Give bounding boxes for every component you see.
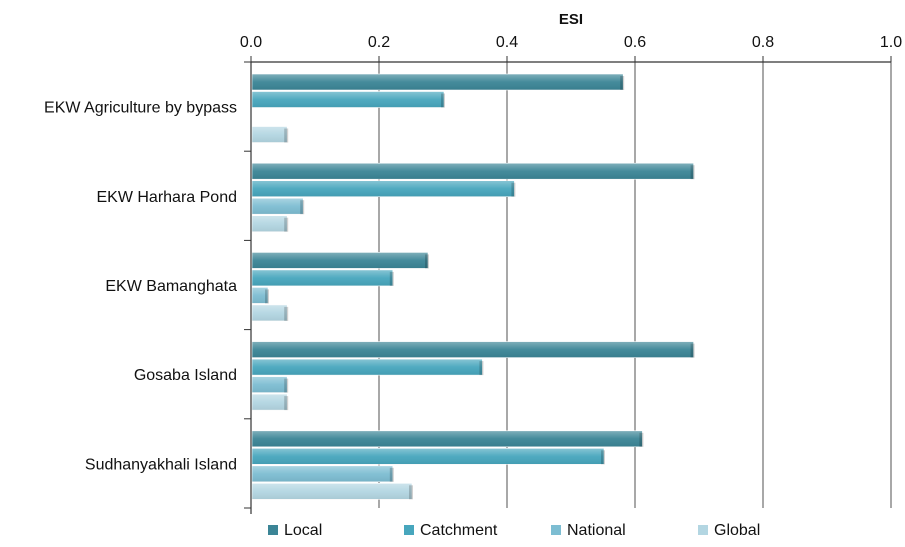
- x-tick-label: 0.4: [496, 34, 518, 51]
- bar-shadow-global-ekw-agriculture-by-bypass: [284, 128, 289, 143]
- bar-gloss-catchment-ekw-harhara-pond: [252, 180, 515, 197]
- chart-title: ESI: [559, 11, 583, 28]
- bar-gloss-national-ekw-bamanghata: [252, 287, 268, 304]
- bar-gloss-global-ekw-agriculture-by-bypass: [252, 126, 288, 143]
- bar-shadow-national-ekw-bamanghata: [265, 289, 269, 304]
- x-tick-label: 0.6: [624, 34, 646, 51]
- bar-gloss-local-ekw-agriculture-by-bypass: [252, 74, 624, 90]
- legend-swatch-catchment: [404, 525, 414, 535]
- bar-shadow-global-sudhanyakhali-island: [409, 485, 413, 500]
- category-labels: EKW Agriculture by bypass EKW Harhara Pon…: [44, 100, 237, 474]
- bar-gloss-local-gosaba-island: [252, 341, 694, 358]
- bar-gloss-catchment-sudhanyakhali-island: [252, 448, 604, 465]
- category-label-sudhanyakhali-island: Sudhanyakhali Island: [85, 456, 237, 473]
- bar-gloss-catchment-ekw-agriculture-by-bypass: [252, 91, 444, 108]
- bar-shadow-global-gosaba-island: [284, 396, 289, 411]
- bar-gloss-local-sudhanyakhali-island: [252, 430, 643, 447]
- bar-shadow-local-gosaba-island: [690, 343, 695, 358]
- bar-gloss-catchment-ekw-bamanghata: [252, 269, 393, 286]
- bar-gloss-national-ekw-harhara-pond: [252, 198, 304, 215]
- bar-shadow-national-sudhanyakhali-island: [389, 467, 394, 482]
- x-tick-label: 1.0: [880, 34, 902, 51]
- category-label-gosaba-island: Gosaba Island: [134, 367, 237, 384]
- legend: Local Catchment National Global: [268, 522, 760, 539]
- bar-shadow-local-sudhanyakhali-island: [639, 432, 644, 447]
- bar-shadow-national-gosaba-island: [284, 378, 289, 393]
- x-tick-labels: 0.0 0.2 0.4 0.6 0.8 1.0: [240, 34, 902, 51]
- x-tick-label: 0.2: [368, 34, 390, 51]
- legend-label-local: Local: [284, 522, 322, 539]
- bar-shadow-catchment-ekw-agriculture-by-bypass: [441, 93, 445, 108]
- bar-gloss-local-ekw-harhara-pond: [252, 163, 694, 180]
- bar-shadow-global-ekw-bamanghata: [284, 306, 289, 321]
- bars-group: [251, 73, 695, 500]
- legend-swatch-global: [698, 525, 708, 535]
- y-axis: [244, 61, 891, 514]
- bar-shadow-catchment-sudhanyakhali-island: [601, 450, 605, 465]
- bar-shadow-catchment-ekw-harhara-pond: [511, 182, 516, 197]
- legend-label-national: National: [567, 522, 626, 539]
- legend-label-global: Global: [714, 522, 760, 539]
- category-label-ekw-harhara-pond: EKW Harhara Pond: [96, 189, 237, 206]
- legend-swatch-national: [551, 525, 561, 535]
- bar-gloss-global-ekw-bamanghata: [252, 304, 288, 321]
- category-label-ekw-agriculture-by-bypass: EKW Agriculture by bypass: [44, 100, 237, 117]
- legend-label-catchment: Catchment: [420, 522, 498, 539]
- bar-gloss-global-ekw-harhara-pond: [252, 215, 288, 232]
- bar-shadow-local-ekw-bamanghata: [425, 254, 429, 269]
- x-tick-label: 0.8: [752, 34, 774, 51]
- bar-gloss-global-gosaba-island: [252, 394, 288, 411]
- bar-gloss-local-ekw-bamanghata: [252, 252, 428, 269]
- bar-shadow-global-ekw-harhara-pond: [284, 217, 289, 232]
- bar-gloss-catchment-gosaba-island: [252, 359, 483, 376]
- bar-gloss-global-sudhanyakhali-island: [252, 483, 412, 500]
- legend-swatch-local: [268, 525, 278, 535]
- bar-shadow-local-ekw-harhara-pond: [690, 165, 695, 180]
- bar-shadow-catchment-gosaba-island: [479, 361, 484, 376]
- bar-shadow-national-ekw-harhara-pond: [300, 200, 305, 215]
- bar-gloss-national-gosaba-island: [252, 376, 288, 393]
- bar-gloss-national-sudhanyakhali-island: [252, 465, 393, 482]
- bar-shadow-catchment-ekw-bamanghata: [389, 271, 394, 286]
- bar-shadow-local-ekw-agriculture-by-bypass: [620, 76, 625, 90]
- category-label-ekw-bamanghata: EKW Bamanghata: [105, 278, 237, 295]
- x-tick-label: 0.0: [240, 34, 262, 51]
